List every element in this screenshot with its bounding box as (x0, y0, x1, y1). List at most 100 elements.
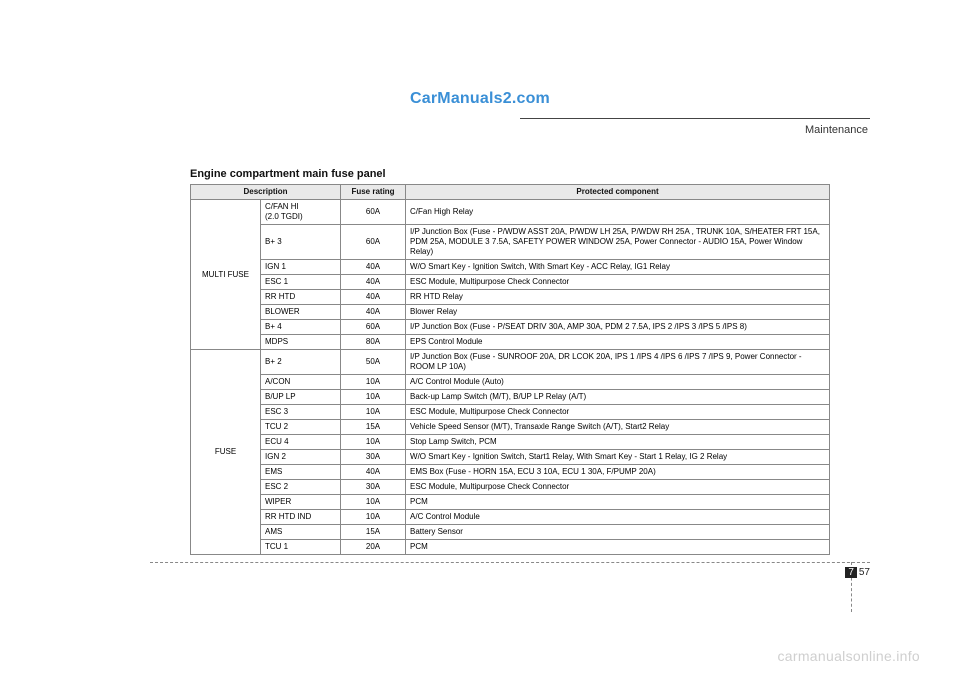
manual-page: CarManuals2.com Maintenance Engine compa… (0, 0, 960, 678)
description-cell: WIPER (261, 495, 341, 510)
rating-cell: 10A (341, 375, 406, 390)
table-row: ESC 310AESC Module, Multipurpose Check C… (191, 405, 830, 420)
rating-cell: 40A (341, 275, 406, 290)
table-row: IGN 230AW/O Smart Key - Ignition Switch,… (191, 450, 830, 465)
header-protected-component: Protected component (406, 185, 830, 200)
rating-cell: 30A (341, 450, 406, 465)
protected-cell: A/C Control Module (406, 510, 830, 525)
protected-cell: Battery Sensor (406, 525, 830, 540)
description-cell: A/CON (261, 375, 341, 390)
table-row: ESC 230AESC Module, Multipurpose Check C… (191, 480, 830, 495)
rating-cell: 10A (341, 405, 406, 420)
header-rule (520, 118, 870, 119)
rating-cell: 40A (341, 260, 406, 275)
rating-cell: 20A (341, 540, 406, 555)
category-cell: MULTI FUSE (191, 200, 261, 350)
description-cell: RR HTD IND (261, 510, 341, 525)
description-cell: TCU 1 (261, 540, 341, 555)
description-cell: B+ 2 (261, 350, 341, 375)
description-cell: BLOWER (261, 305, 341, 320)
description-cell: IGN 2 (261, 450, 341, 465)
table-row: B+ 460AI/P Junction Box (Fuse - P/SEAT D… (191, 320, 830, 335)
table-row: AMS15ABattery Sensor (191, 525, 830, 540)
protected-cell: ESC Module, Multipurpose Check Connector (406, 275, 830, 290)
protected-cell: Stop Lamp Switch, PCM (406, 435, 830, 450)
table-row: RR HTD IND10AA/C Control Module (191, 510, 830, 525)
table-row: B/UP LP10ABack-up Lamp Switch (M/T), B/U… (191, 390, 830, 405)
protected-cell: EPS Control Module (406, 335, 830, 350)
footer-rule (150, 562, 870, 563)
description-cell: MDPS (261, 335, 341, 350)
rating-cell: 50A (341, 350, 406, 375)
description-cell: RR HTD (261, 290, 341, 305)
protected-cell: EMS Box (Fuse - HORN 15A, ECU 3 10A, ECU… (406, 465, 830, 480)
description-cell: AMS (261, 525, 341, 540)
table-title: Engine compartment main fuse panel (190, 168, 386, 180)
table-row: MULTI FUSEC/FAN HI(2.0 TGDI)60AC/Fan Hig… (191, 200, 830, 225)
description-cell: TCU 2 (261, 420, 341, 435)
watermark-top: CarManuals2.com (410, 90, 550, 108)
description-cell: B/UP LP (261, 390, 341, 405)
table-row: MDPS80AEPS Control Module (191, 335, 830, 350)
description-cell: ESC 2 (261, 480, 341, 495)
protected-cell: A/C Control Module (Auto) (406, 375, 830, 390)
protected-cell: W/O Smart Key - Ignition Switch, Start1 … (406, 450, 830, 465)
fuse-table-wrap: Description Fuse rating Protected compon… (190, 184, 830, 555)
table-row: EMS40AEMS Box (Fuse - HORN 15A, ECU 3 10… (191, 465, 830, 480)
page-subnumber: 57 (859, 567, 870, 578)
rating-cell: 40A (341, 465, 406, 480)
protected-cell: ESC Module, Multipurpose Check Connector (406, 405, 830, 420)
rating-cell: 10A (341, 435, 406, 450)
rating-cell: 60A (341, 320, 406, 335)
protected-cell: PCM (406, 540, 830, 555)
watermark-bottom: carmanualsonline.info (778, 648, 921, 664)
rating-cell: 15A (341, 420, 406, 435)
description-cell: B+ 3 (261, 225, 341, 260)
description-cell: ESC 3 (261, 405, 341, 420)
rating-cell: 60A (341, 225, 406, 260)
protected-cell: C/Fan High Relay (406, 200, 830, 225)
table-header-row: Description Fuse rating Protected compon… (191, 185, 830, 200)
rating-cell: 30A (341, 480, 406, 495)
table-row: BLOWER40ABlower Relay (191, 305, 830, 320)
rating-cell: 40A (341, 305, 406, 320)
protected-cell: RR HTD Relay (406, 290, 830, 305)
rating-cell: 15A (341, 525, 406, 540)
header-fuse-rating: Fuse rating (341, 185, 406, 200)
rating-cell: 40A (341, 290, 406, 305)
protected-cell: Vehicle Speed Sensor (M/T), Transaxle Ra… (406, 420, 830, 435)
rating-cell: 60A (341, 200, 406, 225)
protected-cell: I/P Junction Box (Fuse - P/WDW ASST 20A,… (406, 225, 830, 260)
rating-cell: 10A (341, 495, 406, 510)
description-cell: IGN 1 (261, 260, 341, 275)
table-row: WIPER10APCM (191, 495, 830, 510)
description-cell: B+ 4 (261, 320, 341, 335)
rating-cell: 10A (341, 390, 406, 405)
protected-cell: PCM (406, 495, 830, 510)
page-chapter: 7 (845, 567, 857, 578)
protected-cell: Blower Relay (406, 305, 830, 320)
protected-cell: ESC Module, Multipurpose Check Connector (406, 480, 830, 495)
table-row: B+ 360AI/P Junction Box (Fuse - P/WDW AS… (191, 225, 830, 260)
table-row: FUSEB+ 250AI/P Junction Box (Fuse - SUNR… (191, 350, 830, 375)
fuse-table: Description Fuse rating Protected compon… (190, 184, 830, 555)
table-row: ESC 140AESC Module, Multipurpose Check C… (191, 275, 830, 290)
table-row: ECU 410AStop Lamp Switch, PCM (191, 435, 830, 450)
table-row: A/CON10AA/C Control Module (Auto) (191, 375, 830, 390)
page-number: 757 (845, 567, 870, 578)
header-description: Description (191, 185, 341, 200)
table-row: RR HTD40ARR HTD Relay (191, 290, 830, 305)
rating-cell: 10A (341, 510, 406, 525)
description-cell: C/FAN HI(2.0 TGDI) (261, 200, 341, 225)
description-cell: ECU 4 (261, 435, 341, 450)
table-row: TCU 120APCM (191, 540, 830, 555)
protected-cell: W/O Smart Key - Ignition Switch, With Sm… (406, 260, 830, 275)
protected-cell: I/P Junction Box (Fuse - P/SEAT DRIV 30A… (406, 320, 830, 335)
table-row: TCU 215AVehicle Speed Sensor (M/T), Tran… (191, 420, 830, 435)
protected-cell: I/P Junction Box (Fuse - SUNROOF 20A, DR… (406, 350, 830, 375)
section-label: Maintenance (805, 124, 868, 136)
description-cell: EMS (261, 465, 341, 480)
rating-cell: 80A (341, 335, 406, 350)
description-cell: ESC 1 (261, 275, 341, 290)
protected-cell: Back-up Lamp Switch (M/T), B/UP LP Relay… (406, 390, 830, 405)
